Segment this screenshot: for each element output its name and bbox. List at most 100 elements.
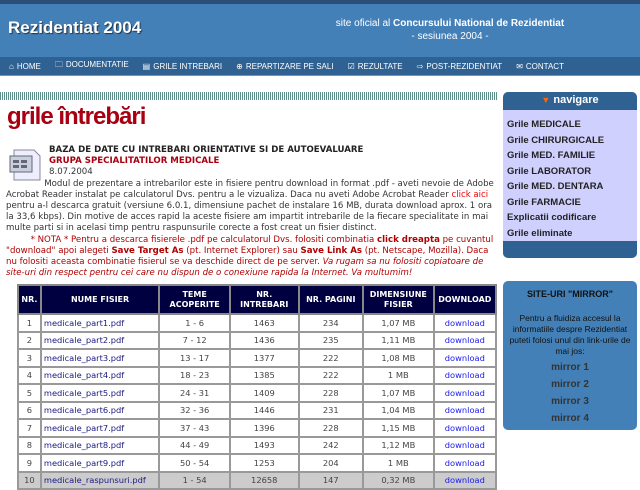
download-link[interactable]: download xyxy=(432,470,498,490)
download-link[interactable]: download xyxy=(432,365,498,385)
page-count: 204 xyxy=(297,453,364,473)
file-name-link[interactable]: medicale_part7.pdf xyxy=(39,418,161,438)
intro-subheading: GRUPA SPECIALITATILOR MEDICALE xyxy=(49,156,220,167)
nav-grile-intrebari[interactable]: ▤ GRILE INTREBARI xyxy=(143,62,222,71)
topics-covered: 44 - 49 xyxy=(158,435,231,455)
topics-covered: 13 - 17 xyxy=(158,348,231,368)
page-count: 228 xyxy=(297,418,364,438)
tagline-session: - sesiunea 2004 - xyxy=(411,31,489,42)
nav-label: HOME xyxy=(16,61,41,71)
mirror-link[interactable]: mirror 4 xyxy=(551,413,589,424)
download-link[interactable]: download xyxy=(432,330,498,350)
nav-label: REZULTATE xyxy=(357,61,403,71)
chevron-down-icon: ▼ xyxy=(541,95,551,105)
table-row: 2 medicale_part2.pdf 7 - 12 1436 235 1,11 MB d… xyxy=(17,330,498,350)
sidebar-header: ▼ navigare xyxy=(503,92,637,110)
nav-label: REPARTIZARE PE SALI xyxy=(245,61,334,71)
table-header-row: NR. NUME FISIER TEME ACOPERITE NR. INTREBAR… xyxy=(17,284,498,315)
download-link[interactable]: download xyxy=(432,400,498,420)
site-header: Rezidentiat 2004 site oficial al Concurs… xyxy=(0,4,640,57)
question-count: 1377 xyxy=(228,348,300,368)
sidebar-item[interactable]: Explicatii codificare xyxy=(507,212,597,223)
sidebar-footer xyxy=(503,241,637,258)
nav-rezultate[interactable]: ☑ REZULTATE xyxy=(348,62,403,71)
sidebar-item[interactable]: Grile MED. DENTARA xyxy=(507,181,604,192)
note-3: pe cuvantul "download" apoi alegeti xyxy=(6,234,494,256)
sidebar-item[interactable]: Grile CHIRURGICALE xyxy=(507,134,605,146)
table-row: 8 medicale_part8.pdf 44 - 49 1493 242 1,12 MB… xyxy=(17,435,498,455)
nav-contact[interactable]: ✉ CONTACT xyxy=(516,62,564,71)
page-count: 228 xyxy=(297,383,364,403)
nav-repartizare-pe-sali[interactable]: ⊕ REPARTIZARE PE SALI xyxy=(236,62,333,71)
checkbox-icon: ☑ xyxy=(347,61,355,71)
nav-home[interactable]: ⌂ HOME xyxy=(9,62,41,71)
mirror-link[interactable]: mirror 1 xyxy=(551,362,589,373)
table-row: 5 medicale_part5.pdf 24 - 31 1409 228 1,07 MB… xyxy=(17,383,498,403)
mirror-link[interactable]: mirror 2 xyxy=(551,379,589,390)
column-header: DIMENSIUNE FISIER xyxy=(361,284,435,315)
nav-post-rezidentiat[interactable]: ⇨ POST-REZIDENTIAT xyxy=(417,62,503,71)
file-name-link[interactable]: medicale_part2.pdf xyxy=(39,330,161,350)
file-name-link[interactable]: medicale_part4.pdf xyxy=(39,365,161,385)
file-size: 1,12 MB xyxy=(361,435,435,455)
folder-icon: 🗀 xyxy=(54,60,63,69)
file-name-link[interactable]: medicale_part9.pdf xyxy=(39,453,161,473)
nav-label: GRILE INTREBARI xyxy=(153,61,223,71)
sidebar-item[interactable]: Grile MEDICALE xyxy=(507,119,581,130)
acrobat-download-link[interactable]: click aici xyxy=(451,189,489,200)
mail-icon: ✉ xyxy=(516,61,523,71)
download-link[interactable]: download xyxy=(432,418,498,438)
intro-text-b: pentru a-l descarca gratuit (versiune 6.… xyxy=(6,201,493,234)
note-7: (pt. Netscape, Mozilla). Daca nu folosit… xyxy=(6,245,489,268)
table-row: 10 medicale_raspunsuri.pdf 1 - 54 12658 147 0… xyxy=(17,470,498,490)
question-count: 1436 xyxy=(228,330,300,350)
sidebar-item[interactable]: Grile FARMACIE xyxy=(507,196,581,208)
download-link[interactable]: download xyxy=(432,348,498,368)
nav-label: CONTACT xyxy=(525,61,564,71)
note-4: Save Target As xyxy=(111,245,184,256)
download-link[interactable]: download xyxy=(432,313,498,333)
arrow-right-icon: ⇨ xyxy=(416,61,424,71)
file-name-link[interactable]: medicale_part6.pdf xyxy=(39,400,161,420)
file-size: 1,11 MB xyxy=(361,330,435,350)
file-name-link[interactable]: medicale_part5.pdf xyxy=(39,383,161,403)
top-border xyxy=(0,0,640,4)
column-header: DOWNLOAD xyxy=(432,284,498,315)
mirror-text: Pentru a fluidiza accesul la informatiil… xyxy=(509,313,631,356)
file-name-link[interactable]: medicale_raspunsuri.pdf xyxy=(39,470,161,490)
file-name-link[interactable]: medicale_part8.pdf xyxy=(39,435,161,455)
nav-documentatie[interactable]: 🗀 DOCUMENTATIE xyxy=(55,59,129,73)
file-name-link[interactable]: medicale_part1.pdf xyxy=(39,313,161,333)
mirror-box: SITE-URI "MIRROR" Pentru a fluidiza acce… xyxy=(503,281,637,430)
row-number: 9 xyxy=(17,453,42,473)
row-number: 10 xyxy=(17,470,42,490)
intro-text: BAZA DE DATE CU INTREBARI ORIENTATIVE SI… xyxy=(6,145,496,279)
sidebar-item[interactable]: Grile LABORATOR xyxy=(507,165,592,177)
page-count: 234 xyxy=(297,313,364,333)
page-count: 242 xyxy=(297,435,364,455)
sidebar-item[interactable]: Grile MED. FAMILIE xyxy=(507,150,596,161)
page-count: 147 xyxy=(297,470,364,490)
intro-heading: BAZA DE DATE CU INTREBARI ORIENTATIVE SI… xyxy=(49,145,364,155)
intro-date: 8.07.2004 xyxy=(49,167,93,178)
download-link[interactable]: download xyxy=(432,435,498,455)
site-tagline: site oficial al Concursului National de … xyxy=(300,17,600,43)
question-count: 1385 xyxy=(228,365,300,385)
topics-covered: 1 - 54 xyxy=(158,470,231,490)
download-link[interactable]: download xyxy=(432,383,498,403)
page-count: 235 xyxy=(297,330,364,350)
row-number: 7 xyxy=(17,418,42,438)
table-row: 4 medicale_part4.pdf 18 - 23 1385 222 1 MB dow… xyxy=(17,365,498,385)
mirror-link[interactable]: mirror 3 xyxy=(551,396,589,407)
download-link[interactable]: download xyxy=(432,453,498,473)
topics-covered: 37 - 43 xyxy=(158,418,231,438)
file-name-link[interactable]: medicale_part3.pdf xyxy=(39,348,161,368)
sidebar-item[interactable]: Grile eliminate xyxy=(507,227,573,239)
site-logo[interactable]: Rezidentiat 2004 xyxy=(8,18,142,37)
table-row: 7 medicale_part7.pdf 37 - 43 1396 228 1,15 MB… xyxy=(17,418,498,438)
question-count: 1409 xyxy=(228,383,300,403)
row-number: 6 xyxy=(17,400,42,420)
note-8: Va rugam sa nu folositi copiatoare de si… xyxy=(6,257,484,279)
column-header: TEME ACOPERITE xyxy=(158,284,231,315)
download-note: * NOTA * Pentru a descarca fisierele .pd… xyxy=(6,235,496,280)
